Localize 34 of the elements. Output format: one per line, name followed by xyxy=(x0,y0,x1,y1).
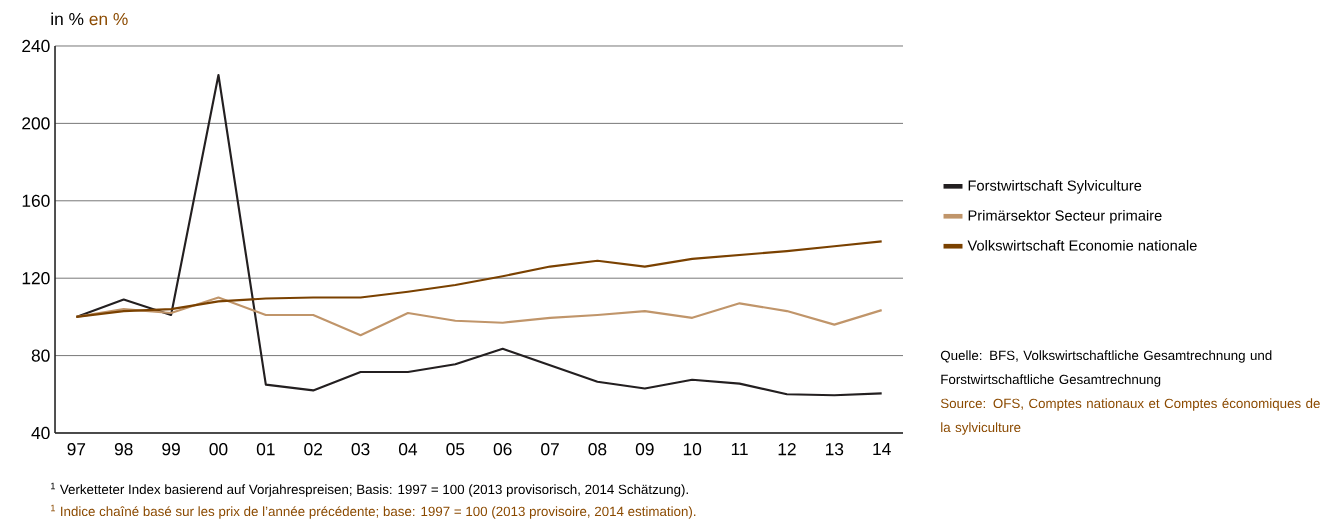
chart-subtitle: en % xyxy=(89,12,128,26)
y-tick-label: 160 xyxy=(22,194,50,207)
x-tick-label: 13 xyxy=(825,443,844,456)
source-note: Source: OFS, Comptes nationaux et Comptes économiques de la sylviculture xyxy=(940,398,1320,435)
line-series xyxy=(75,296,883,337)
x-tick-label: 10 xyxy=(683,443,702,456)
x-tick-label: 98 xyxy=(114,443,133,456)
y-tick-label: 120 xyxy=(22,272,50,285)
text: $^{1}$ Indice chaîné basé sur les prix de l’année précédente; base: 1997 = 100 (2013 provisoire, 2014 estimation). xyxy=(50,504,696,519)
x-tick-label: 12 xyxy=(778,443,796,456)
x-tick-label: 08 xyxy=(588,443,607,456)
legend-label: Primärsektor Secteur primaire xyxy=(968,209,1162,224)
x-tick-label: 00 xyxy=(209,443,228,456)
legend-label: Forstwirtschaft Sylviculture xyxy=(968,180,1142,194)
x-tick-label: 11 xyxy=(731,443,748,455)
y-tick-label: 40 xyxy=(31,426,50,440)
x-tick-label: 05 xyxy=(446,443,465,456)
x-tick-label: 99 xyxy=(162,443,180,456)
x-tick-label: 02 xyxy=(304,443,322,456)
source-note: Quelle: BFS, Volkswirtschaftliche Gesamtrechnung und Forstwirtschaftliche Gesamtrechnung xyxy=(940,350,1272,387)
x-tick-label: 01 xyxy=(256,443,275,456)
y-tick-label: 240 xyxy=(22,39,50,53)
x-tick-label: 09 xyxy=(635,443,654,456)
y-axis-title: in % xyxy=(51,12,84,26)
y-tick-label: 200 xyxy=(22,117,50,130)
x-tick-label: 14 xyxy=(873,443,891,455)
x-tick-label: 04 xyxy=(398,443,418,456)
x-tick-label: 07 xyxy=(541,443,559,456)
x-tick-label: 06 xyxy=(493,443,512,456)
y-tick-label: 80 xyxy=(31,349,50,362)
legend-label: Volkswirtschaft Economie nationale xyxy=(967,239,1197,251)
x-tick-label: 03 xyxy=(351,443,370,456)
text: $^{1}$ Verketteter Index basierend auf Vorjahrespreisen; Basis: 1997 = 100 (2013 provisorisch, 2014 Schätzung). xyxy=(50,482,688,497)
x-tick-label: 97 xyxy=(67,443,86,456)
